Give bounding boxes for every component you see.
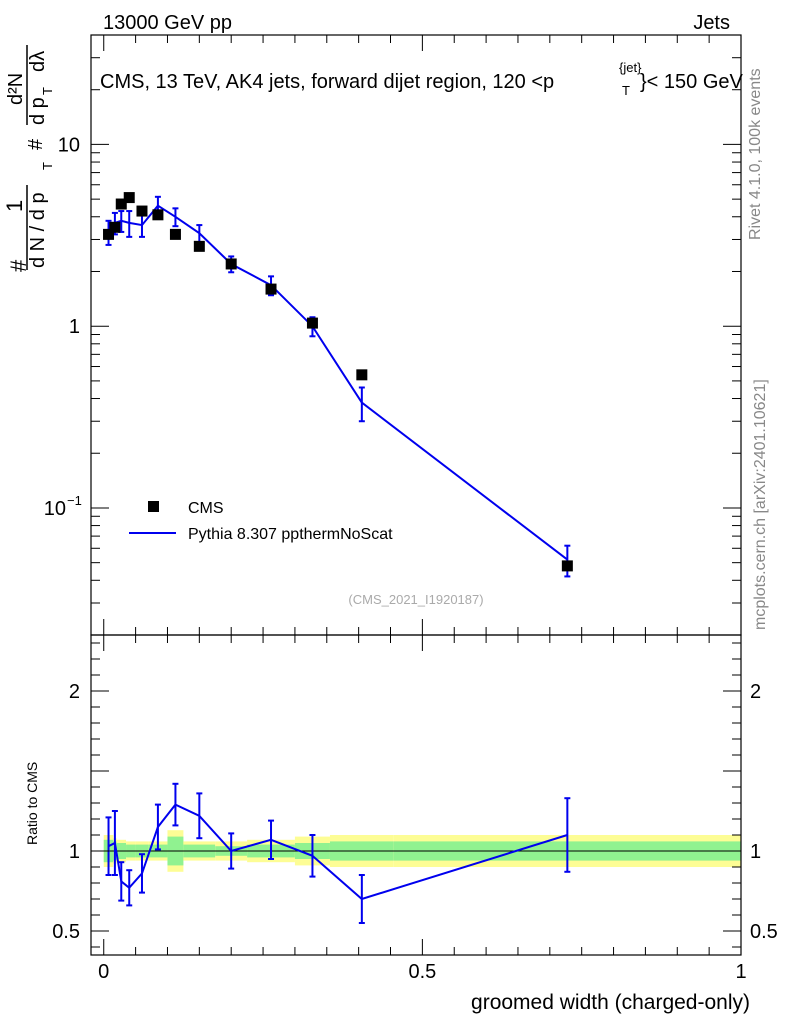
pythia-errorbars-ratio xyxy=(105,782,571,924)
cms-point xyxy=(136,205,148,217)
cms-point xyxy=(306,317,318,329)
x-tick-label: 1 xyxy=(735,961,746,983)
cms-point xyxy=(356,369,368,381)
cms-point xyxy=(193,240,205,252)
title-text: CMS, 13 TeV, AK4 jets, forward dijet reg… xyxy=(100,71,554,93)
ylabel-hash-2: # xyxy=(25,138,47,150)
main-ticks xyxy=(91,34,742,636)
ylabel-lambda: dλ xyxy=(27,51,49,72)
ratio-ticks xyxy=(91,635,742,955)
header-right: Jets xyxy=(693,12,730,34)
title-tail: }< 150 GeV xyxy=(640,71,744,93)
y-tick-label-ratio: 2 xyxy=(69,681,80,703)
cms-point xyxy=(123,192,135,204)
y-tick-label-ratio-right: 0.5 xyxy=(750,921,778,943)
pythia-errorbars-main xyxy=(105,195,571,578)
y-tick-label-ratio: 1 xyxy=(69,841,80,863)
ylabel-hash-1: # xyxy=(6,259,31,272)
ylabel-frac-den: d N / d p xyxy=(27,192,49,268)
cms-point xyxy=(103,228,115,240)
ylabel-T-2: T xyxy=(40,87,55,95)
ylabel-T-1: T xyxy=(40,162,55,170)
pythia-line-main xyxy=(107,204,568,561)
ratio-y-tick-labels-right: 0.5 1 2 xyxy=(750,681,778,943)
header-left: 13000 GeV pp xyxy=(103,12,232,34)
ratio-y-tick-labels: 0.5 1 2 xyxy=(52,681,80,943)
y-tick-label-main: 1 xyxy=(69,316,80,338)
ylabel-second-den: d p xyxy=(27,97,49,125)
title-sub: T xyxy=(622,83,630,98)
y-tick-label-ratio-right: 2 xyxy=(750,681,761,703)
ylabel-frac-one: 1 xyxy=(2,200,27,212)
legend-cms-label: CMS xyxy=(188,500,224,517)
y-tick-label-main: 10 xyxy=(58,134,80,156)
cms-point xyxy=(115,198,127,210)
x-tick-label: 0.5 xyxy=(408,961,436,983)
main-title: CMS, 13 TeV, AK4 jets, forward dijet reg… xyxy=(100,60,744,98)
ratio-frame xyxy=(90,634,742,956)
y-tick-label-ratio-right: 1 xyxy=(750,841,761,863)
cms-point xyxy=(169,228,181,240)
title-sup: {jet} xyxy=(619,60,642,75)
rivet-label: Rivet 4.1.0, 100k events xyxy=(747,68,764,240)
y-tick-label-main-sup: −1 xyxy=(67,493,82,508)
legend-cms-marker xyxy=(148,501,159,512)
cms-point xyxy=(225,258,237,270)
cms-point xyxy=(561,560,573,572)
cms-point xyxy=(152,209,164,221)
ratio-panel: 0.512 0.512 0 0.5 1 Ratio to CMS groomed w… xyxy=(24,634,778,1014)
legend-pythia-label: Pythia 8.307 ppthermNoScat xyxy=(188,526,393,543)
ylabel-second-num: d²N xyxy=(5,73,27,105)
main-frame xyxy=(90,34,742,636)
cms-points xyxy=(103,192,573,572)
x-tick-label: 0 xyxy=(98,961,109,983)
mcplots-label: mcplots.cern.ch [arXiv:2401.10621] xyxy=(752,379,769,630)
x-axis-label: groomed width (charged-only) xyxy=(471,991,750,1014)
y-tick-label-main: 10 xyxy=(44,498,66,520)
cms-point xyxy=(109,221,121,233)
y-tick-label-ratio: 0.5 xyxy=(52,921,80,943)
legend: CMS Pythia 8.307 ppthermNoScat xyxy=(129,500,393,543)
analysis-tag: (CMS_2021_I1920187) xyxy=(348,592,483,607)
cms-point xyxy=(265,283,277,295)
x-tick-labels: 0 0.5 1 xyxy=(98,961,746,983)
main-y-axis-label: # 1 d N / d p T # d²N d p T dλ xyxy=(2,45,55,272)
ratio-y-axis-label: Ratio to CMS xyxy=(24,762,40,845)
